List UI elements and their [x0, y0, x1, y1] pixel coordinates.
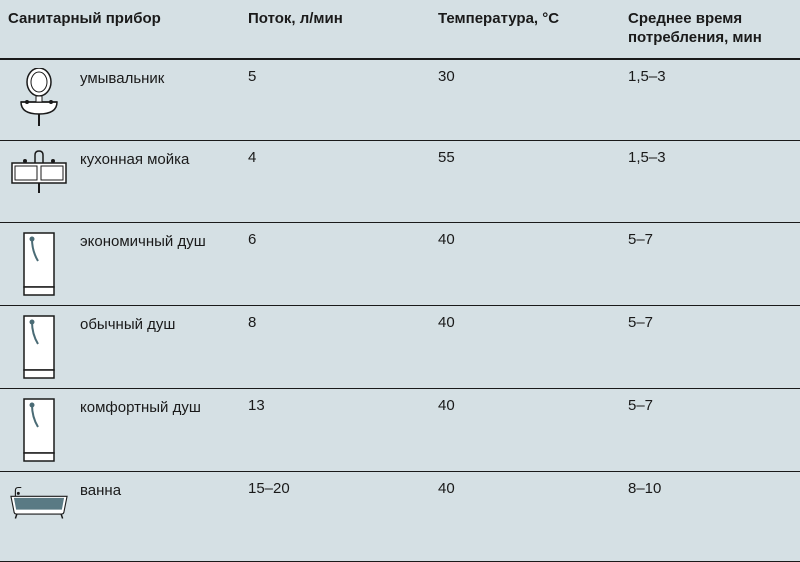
cell-flow: 4 — [240, 141, 430, 223]
cell-temp: 40 — [430, 306, 620, 389]
cell-flow: 6 — [240, 223, 430, 306]
cell-temp: 30 — [430, 59, 620, 141]
cell-flow: 13 — [240, 389, 430, 472]
cell-time: 8–10 — [620, 472, 800, 562]
cell-temp: 40 — [430, 472, 620, 562]
device-label: умывальник — [80, 68, 164, 87]
col-header-device: Санитарный прибор — [0, 0, 240, 59]
shower-cabin-icon — [8, 314, 70, 380]
cell-temp: 40 — [430, 389, 620, 472]
table-row: кухонная мойка 4 55 1,5–3 — [0, 141, 800, 223]
col-header-flow: Поток, л/мин — [240, 0, 430, 59]
device-label: ванна — [80, 480, 121, 499]
device-label: экономичный душ — [80, 231, 206, 250]
device-label: обычный душ — [80, 314, 175, 333]
table-row: экономичный душ 6 40 5–7 — [0, 223, 800, 306]
table-row: комфортный душ 13 40 5–7 — [0, 389, 800, 472]
cell-time: 1,5–3 — [620, 141, 800, 223]
cell-time: 5–7 — [620, 223, 800, 306]
cell-temp: 40 — [430, 223, 620, 306]
device-label: комфортный душ — [80, 397, 201, 416]
cell-temp: 55 — [430, 141, 620, 223]
cell-time: 1,5–3 — [620, 59, 800, 141]
cell-flow: 5 — [240, 59, 430, 141]
col-header-temp: Температура, °С — [430, 0, 620, 59]
col-header-time: Среднее время потребления, мин — [620, 0, 800, 59]
fixtures-table: Санитарный прибор Поток, л/мин Температу… — [0, 0, 800, 562]
shower-cabin-icon — [8, 231, 70, 297]
bathtub-icon — [8, 480, 70, 526]
shower-cabin-icon — [8, 397, 70, 463]
kitchen-sink-icon — [8, 149, 70, 195]
washbasin-icon — [8, 68, 70, 128]
cell-flow: 15–20 — [240, 472, 430, 562]
table-row: ванна 15–20 40 8–10 — [0, 472, 800, 562]
table-row: умывальник 5 30 1,5–3 — [0, 59, 800, 141]
device-label: кухонная мойка — [80, 149, 189, 168]
table-header-row: Санитарный прибор Поток, л/мин Температу… — [0, 0, 800, 59]
cell-flow: 8 — [240, 306, 430, 389]
cell-time: 5–7 — [620, 306, 800, 389]
table-row: обычный душ 8 40 5–7 — [0, 306, 800, 389]
cell-time: 5–7 — [620, 389, 800, 472]
